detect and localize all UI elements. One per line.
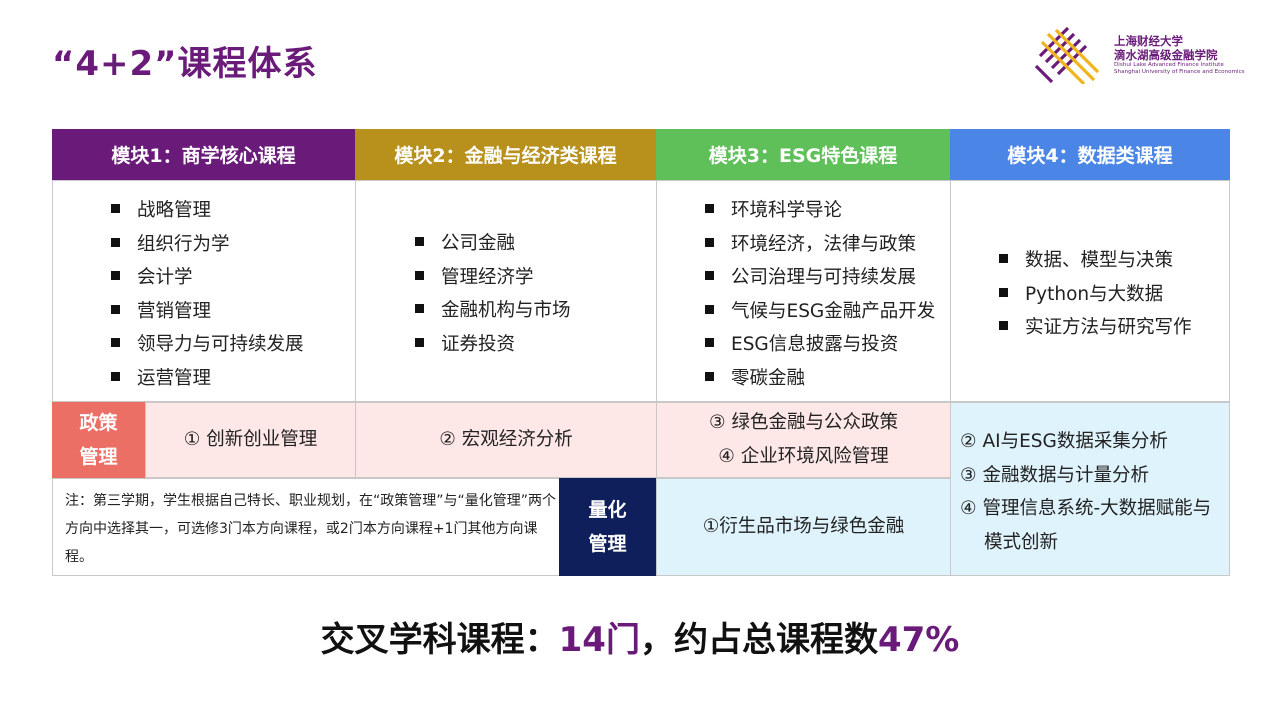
list-item: 战略管理 — [111, 194, 304, 228]
list-item: Python与大数据 — [999, 278, 1192, 312]
list-item: 运营管理 — [111, 362, 304, 396]
policy-course-text: ① 创新创业管理 — [183, 429, 318, 450]
quant-course-text: ①衍生品市场与绿色金融 — [702, 516, 905, 537]
policy-course-text: ④ 企业环境风险管理 — [718, 446, 889, 467]
module-4-header: 模块4：数据类课程 — [950, 129, 1230, 180]
quant-course: ①衍生品市场与绿色金融 — [656, 478, 951, 576]
list-item: 金融机构与市场 — [415, 294, 571, 328]
data-elective-item: 模式创新 — [984, 531, 1059, 553]
module-2-courses: 公司金融 管理经济学 金融机构与市场 证券投资 — [355, 180, 657, 402]
policy-course-text: ② 宏观经济分析 — [439, 429, 573, 450]
list-item: ESG信息披露与投资 — [705, 328, 935, 362]
policy-label-line2: 管理 — [79, 446, 118, 468]
list-item: 组织行为学 — [111, 228, 304, 262]
list-item: 零碳金融 — [705, 362, 935, 396]
logo-school-name: 上海财经大学 — [1114, 34, 1183, 48]
selection-note: 注：第三学期，学生根据自己特长、职业规划，在“政策管理”与“量化管理”两个方向中… — [52, 478, 560, 576]
quant-management-label: 量化 管理 — [559, 478, 656, 576]
data-elective-item: ② AI与ESG数据采集分析 — [960, 431, 1168, 452]
policy-course-1: ① 创新创业管理 — [145, 402, 356, 478]
list-item: 会计学 — [111, 261, 304, 295]
module-1-header: 模块1：商学核心课程 — [52, 129, 355, 180]
list-item: 管理经济学 — [415, 261, 571, 295]
note-text: 注：第三学期，学生根据自己特长、职业规划，在“政策管理”与“量化管理”两个方向中… — [65, 493, 557, 565]
module-3-title: 模块3：ESG特色课程 — [708, 145, 898, 167]
policy-course-2: ② 宏观经济分析 — [355, 402, 657, 478]
list-item: 证券投资 — [415, 328, 571, 362]
data-elective-item: ④ 管理信息系统-大数据赋能与 — [960, 498, 1212, 520]
module-1-courses: 战略管理 组织行为学 会计学 营销管理 领导力与可持续发展 运营管理 — [52, 180, 356, 402]
data-elective-item: ③ 金融数据与计量分析 — [960, 464, 1149, 486]
list-item: 公司金融 — [415, 227, 571, 261]
institution-logo: 上海财经大学 滴水湖高级金融学院 Dishui Lake Advanced Fi… — [1034, 26, 1245, 86]
data-electives: ② AI与ESG数据采集分析 ③ 金融数据与计量分析 ④ 管理信息系统-大数据赋… — [950, 402, 1230, 576]
policy-label-line1: 政策 — [79, 412, 118, 434]
policy-course-3: ③ 绿色金融与公众政策 ④ 企业环境风险管理 — [656, 402, 951, 478]
module-3-courses: 环境科学导论 环境经济，法律与政策 公司治理与可持续发展 气候与ESG金融产品开… — [656, 180, 951, 402]
policy-course-text: ③ 绿色金融与公众政策 — [709, 412, 898, 433]
summary-prefix: 交叉学科课程： — [320, 620, 559, 660]
quant-label-line2: 管理 — [588, 533, 627, 555]
summary-middle: ，约占总课程数 — [639, 620, 878, 660]
list-item: 领导力与可持续发展 — [111, 328, 304, 362]
logo-en-line2: Shanghai University of Finance and Econo… — [1114, 69, 1245, 75]
logo-institute-name: 滴水湖高级金融学院 — [1114, 48, 1218, 62]
module-2-header: 模块2：金融与经济类课程 — [355, 129, 656, 180]
quant-label-line1: 量化 — [588, 499, 627, 521]
logo-en-line1: Dishui Lake Advanced Finance Institute — [1114, 62, 1224, 68]
logo-mark-icon — [1034, 26, 1100, 84]
summary-line: 交叉学科课程：14门，约占总课程数47% — [0, 612, 1280, 661]
module-1-title: 模块1：商学核心课程 — [111, 145, 296, 167]
module-4-title: 模块4：数据类课程 — [1007, 145, 1173, 167]
list-item: 实证方法与研究写作 — [999, 311, 1192, 345]
list-item: 公司治理与可持续发展 — [705, 261, 935, 295]
list-item: 数据、模型与决策 — [999, 244, 1192, 278]
summary-percent: 47% — [877, 620, 960, 660]
list-item: 环境科学导论 — [705, 194, 935, 228]
list-item: 环境经济，法律与政策 — [705, 228, 935, 262]
list-item: 气候与ESG金融产品开发 — [705, 295, 935, 329]
summary-count: 14门 — [558, 620, 640, 660]
module-3-header: 模块3：ESG特色课程 — [656, 129, 950, 180]
module-4-courses: 数据、模型与决策 Python与大数据 实证方法与研究写作 — [950, 180, 1230, 402]
page-title: “4+2”课程体系 — [52, 44, 318, 84]
module-2-title: 模块2：金融与经济类课程 — [394, 145, 617, 167]
list-item: 营销管理 — [111, 295, 304, 329]
policy-management-label: 政策 管理 — [52, 402, 145, 478]
